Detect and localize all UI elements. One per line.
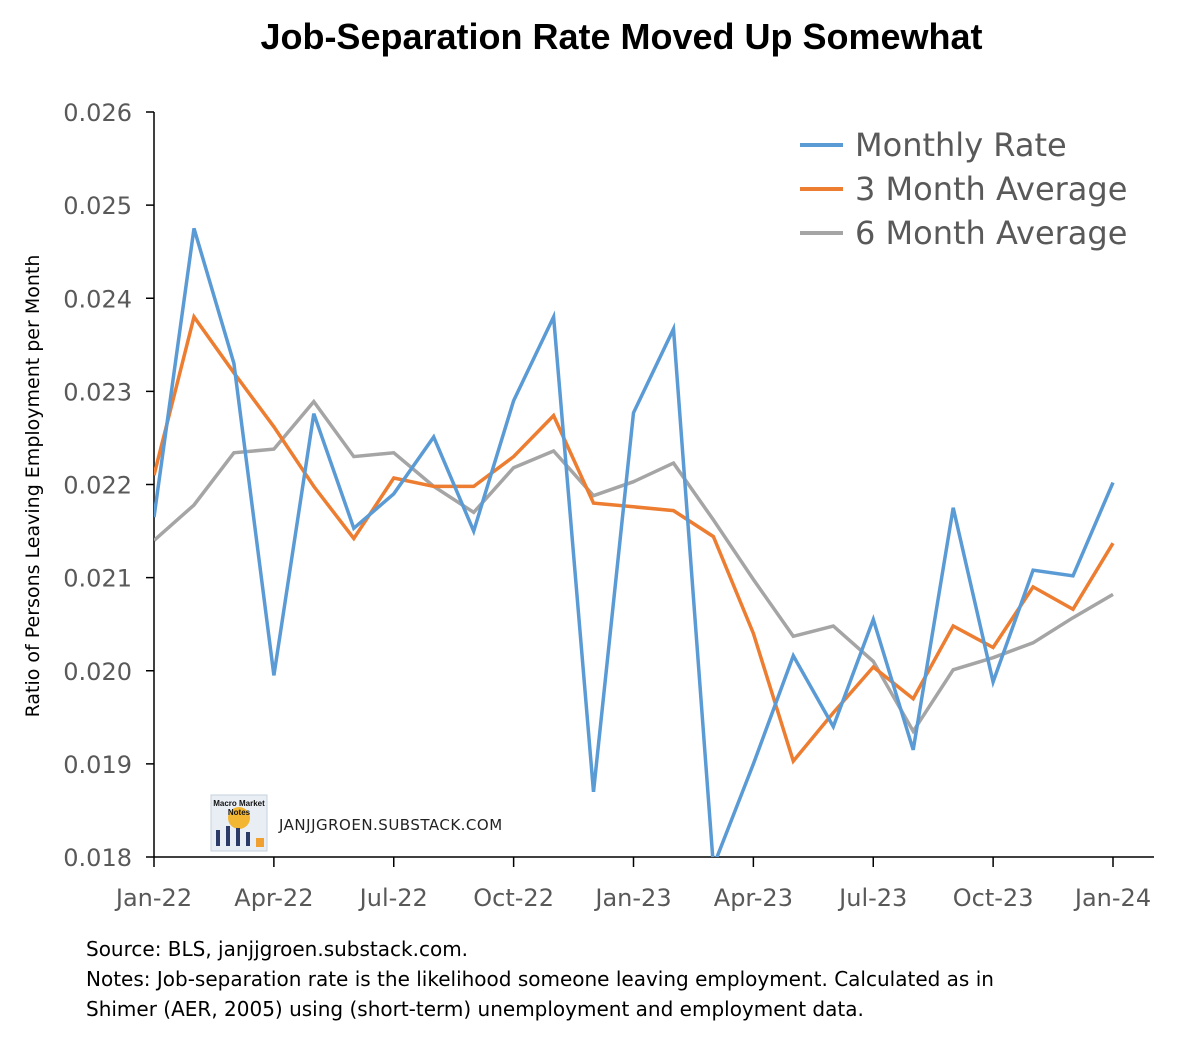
y-tick-label: 0.019: [63, 751, 132, 779]
y-tick-label: 0.018: [63, 844, 132, 872]
x-tick-label: Jul-23: [837, 884, 907, 912]
notes-line-2: Shimer (AER, 2005) using (short-term) un…: [86, 997, 864, 1021]
legend-label-6-month-average: 6 Month Average: [855, 214, 1127, 252]
x-tick-label: Jan-22: [114, 884, 192, 912]
y-tick-label: 0.024: [63, 285, 132, 313]
y-tick-label: 0.026: [63, 99, 132, 127]
footer: Source: BLS, janjjgroen.substack.com. No…: [86, 934, 994, 1024]
logo-figure: [236, 828, 240, 846]
notes-line-1: Notes: Job-separation rate is the likeli…: [86, 967, 994, 991]
y-tick-label: 0.021: [63, 565, 132, 593]
legend-label-monthly-rate: Monthly Rate: [855, 126, 1067, 164]
x-tick-label: Jan-24: [1073, 884, 1151, 912]
logo-figure: [216, 830, 220, 846]
y-tick-label: 0.023: [63, 378, 132, 406]
x-tick-label: Oct-22: [473, 884, 554, 912]
logo-figure: [226, 826, 230, 846]
y-tick-label: 0.022: [63, 472, 132, 500]
chart-title: Job-Separation Rate Moved Up Somewhat: [260, 16, 983, 57]
x-tick-label: Oct-23: [953, 884, 1034, 912]
x-tick-label: Apr-22: [234, 884, 313, 912]
series-line-monthly-rate: [154, 227, 1115, 857]
watermark: Macro Market Notes JANJJGROEN.SUBSTACK.C…: [210, 794, 503, 852]
x-tick-label: Jan-23: [593, 884, 671, 912]
x-tick-label: Apr-23: [714, 884, 793, 912]
logo-figure: [246, 832, 250, 846]
logo-text: Macro Market: [213, 799, 265, 808]
axes: 0.026 0.025 0.024 0.023 0.022 0.021 0.020 0.019…: [63, 99, 1154, 912]
logo-sun-icon: [228, 807, 250, 829]
legend-label-3-month-average: 3 Month Average: [855, 170, 1127, 208]
series-line-6-month-average: [154, 398, 1114, 735]
logo-text-2: Notes: [228, 808, 251, 817]
y-tick-label: 0.020: [63, 658, 132, 686]
series-line-3-month-average: [154, 312, 1115, 765]
legend: Monthly Rate 3 Month Average 6 Month Avera…: [800, 126, 1127, 252]
series-layer: [154, 227, 1115, 857]
x-tick-label: Jul-22: [358, 884, 428, 912]
y-tick-label: 0.025: [63, 192, 132, 220]
source-note: Source: BLS, janjjgroen.substack.com.: [86, 937, 469, 961]
logo-bar: [256, 838, 264, 847]
watermark-site: JANJJGROEN.SUBSTACK.COM: [278, 816, 503, 834]
